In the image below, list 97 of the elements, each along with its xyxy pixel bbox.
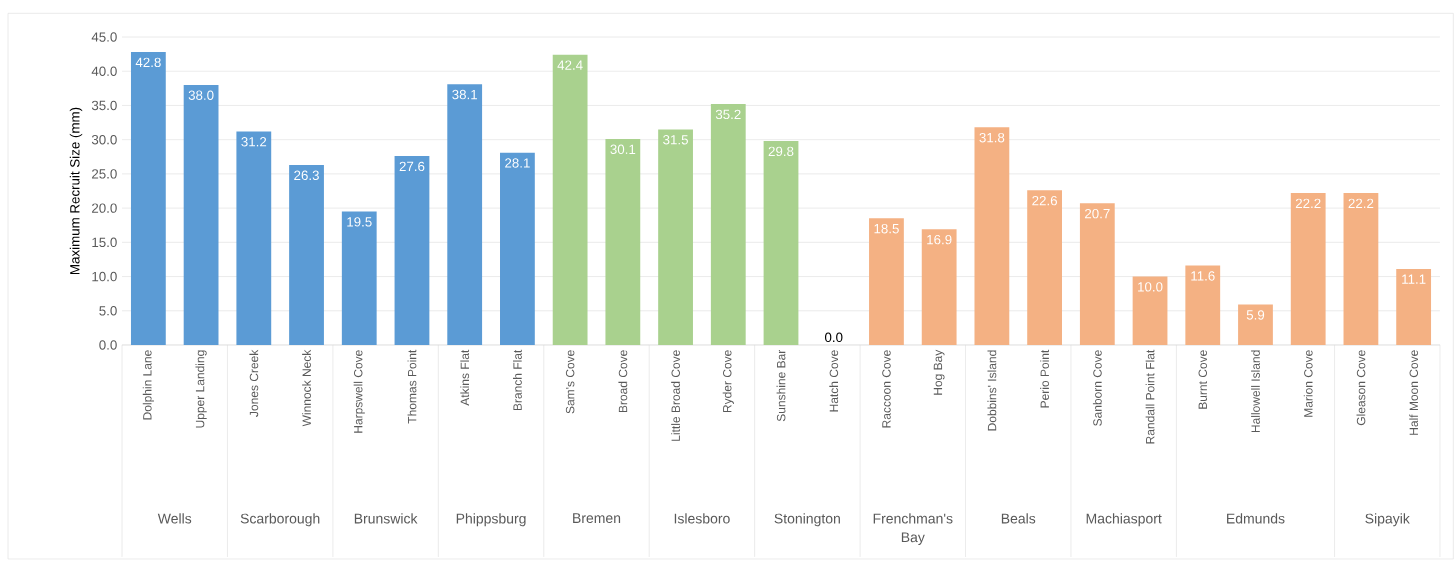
x-tick-label: Hallowell Island — [1251, 350, 1260, 433]
text: Scarborough — [240, 513, 320, 527]
y-tick-label: 45.0 — [91, 32, 117, 42]
x-tick-label: Sam's Cove — [565, 350, 575, 414]
data-label: 19.5 — [347, 217, 372, 227]
bar — [341, 211, 377, 345]
data-label: 11.1 — [1402, 274, 1426, 284]
x-tick-label: Perio Point — [1040, 349, 1050, 408]
text: Beals — [1001, 513, 1036, 524]
data-label: 38.1 — [452, 89, 478, 100]
x-tick-label: Hatch Cove — [829, 350, 839, 412]
y-tick-label: 5.0 — [99, 306, 117, 316]
bar — [1238, 304, 1273, 345]
x-tick-label: Jones Creek — [249, 349, 259, 417]
data-label: 31.2 — [241, 137, 267, 147]
x-tick-label: Gleason Cove — [1356, 350, 1366, 426]
bar — [236, 131, 272, 345]
data-label: 16.9 — [927, 234, 952, 245]
text: Phippsburg — [456, 513, 526, 527]
x-tick-label: Ryder Cove — [722, 350, 734, 413]
data-label: 27.6 — [399, 161, 425, 172]
text: Brunswick — [354, 513, 418, 524]
bar — [1132, 276, 1168, 345]
x-tick-label: Sanborn Cove — [1092, 350, 1102, 426]
data-label: 22.2 — [1295, 198, 1321, 208]
data-label: 26.3 — [294, 170, 319, 181]
text: Frenchman's Bay — [873, 513, 953, 545]
x-tick-label: Marion Cove — [1303, 350, 1313, 417]
y-tick-label: 20.0 — [92, 203, 117, 213]
data-label: 29.8 — [768, 146, 794, 157]
x-tick-label: Branch Flat — [513, 349, 522, 411]
bar — [394, 156, 430, 345]
text: Bremen — [573, 513, 621, 524]
bar — [552, 54, 588, 345]
data-label: 18.5 — [874, 223, 899, 234]
data-label: 31.8 — [979, 132, 1005, 143]
x-tick-label: Half Moon Cove — [1409, 350, 1419, 435]
bar — [605, 138, 641, 345]
bar — [130, 52, 166, 345]
bar — [710, 104, 746, 345]
data-label: 31.5 — [663, 135, 688, 145]
y-tick-label: 40.0 — [91, 66, 117, 76]
data-label: 22.2 — [1348, 198, 1374, 208]
text: Stonington — [774, 513, 840, 527]
data-label: 20.7 — [1085, 208, 1110, 219]
data-label: 38.0 — [188, 90, 214, 100]
bar — [763, 141, 799, 345]
data-label: 22.6 — [1032, 195, 1057, 206]
x-tick-label: Little Broad Cove — [671, 350, 680, 441]
x-tick-label: Winnock Neck — [302, 349, 311, 427]
bar — [1343, 193, 1379, 345]
bar — [500, 152, 535, 345]
data-label: 11.6 — [1191, 271, 1215, 281]
data-label: 5.9 — [1246, 310, 1265, 320]
x-tick-label: Raccoon Cove — [882, 350, 891, 428]
bar — [974, 127, 1010, 345]
x-tick-label: Atkins Flat — [460, 349, 470, 406]
text: Machiasport — [1086, 513, 1162, 527]
bar — [1079, 203, 1115, 345]
text: Edmunds — [1227, 513, 1285, 524]
data-label: 0.0 — [824, 332, 843, 343]
bar — [658, 129, 693, 345]
bar — [183, 84, 219, 345]
y-tick-label: 10.0 — [92, 271, 117, 282]
bar — [869, 218, 904, 345]
bar — [1185, 265, 1221, 345]
data-label: 30.1 — [610, 144, 636, 155]
bar — [1290, 193, 1326, 345]
x-tick-label: Randall Point Flat — [1145, 349, 1155, 444]
x-tick-label: Dobbins' Island — [987, 350, 997, 431]
bar — [447, 84, 483, 345]
y-tick-label: 35.0 — [91, 100, 117, 111]
y-tick-label: 30.0 — [91, 134, 117, 145]
x-tick-label: Broad Cove — [618, 350, 628, 413]
data-label: 42.4 — [557, 60, 583, 70]
data-label: 28.1 — [505, 158, 530, 168]
y-tick-label: 15.0 — [92, 237, 117, 248]
x-tick-label: Dolphin Lane — [142, 350, 154, 420]
x-tick-label: Harpswell Cove — [353, 350, 365, 433]
y-axis-title: Maximum Recruit Size (mm) — [69, 107, 83, 274]
text: Wells — [157, 513, 192, 524]
y-tick-label: 25.0 — [92, 169, 117, 179]
data-label: 10.0 — [1138, 282, 1163, 292]
bar — [921, 229, 957, 345]
x-tick-label: Sunshine Bar — [776, 349, 786, 422]
x-tick-label: Thomas Point — [407, 349, 417, 424]
x-tick-label: Upper Landing — [195, 350, 207, 428]
bar — [1027, 190, 1062, 345]
text: Sipayik — [1365, 513, 1410, 527]
bar — [1396, 269, 1432, 345]
y-tick-label: 0.0 — [99, 340, 117, 350]
x-tick-label: Burnt Cove — [1198, 350, 1208, 409]
data-label: 42.8 — [135, 57, 161, 68]
x-tick-label: Hog Bay — [933, 349, 945, 395]
text: Islesboro — [674, 513, 730, 524]
data-label: 35.2 — [715, 109, 741, 120]
bar — [289, 164, 324, 345]
